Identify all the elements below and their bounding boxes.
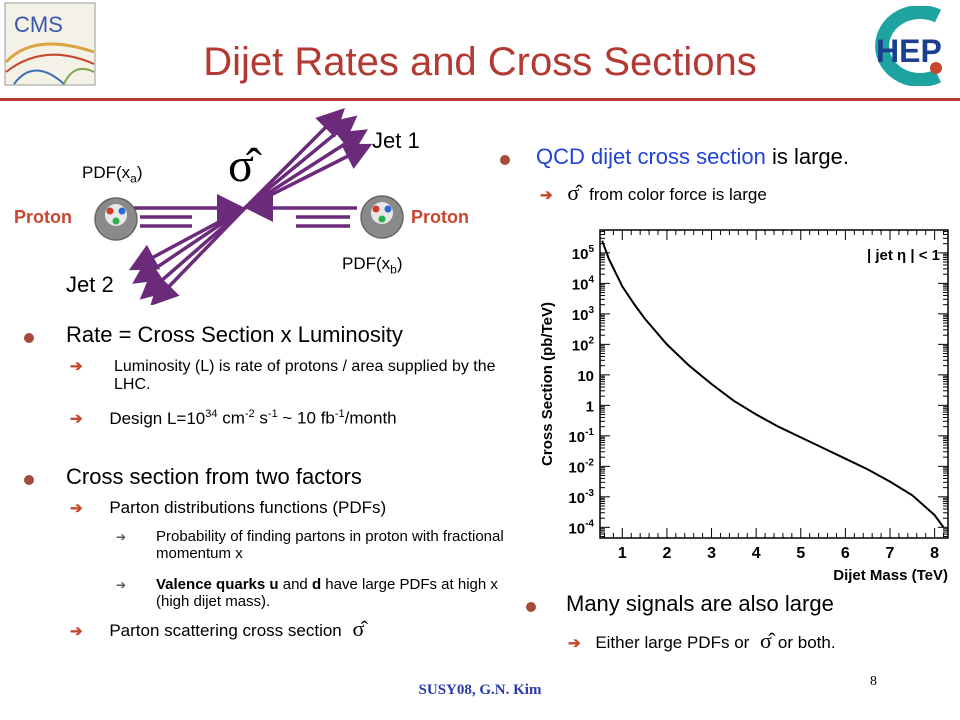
x-tick-label: 2 [662,545,671,562]
jet2-line-d [150,206,247,307]
arrow-icon: ➔ [70,500,83,517]
jet2-label: Jet 2 [66,272,114,297]
arrow-icon: ➔ [540,187,553,204]
jet1-line-b [244,129,368,210]
x-tick-label: 3 [707,545,716,562]
left-bullet-2-sub-1-b: ➔ Valence quarks u and d have large PDFs… [116,576,498,610]
left-bullet-2-sub-1-a: ➔ Probability of finding partons in prot… [116,528,504,562]
bullet-dot-icon [24,474,34,485]
small-arrow-icon: ➔ [116,530,127,544]
right-bullet-1: QCD dijet cross section is large. [500,144,955,170]
y-tick-label: 1 [586,398,594,415]
cms-logo: CMS [4,2,96,86]
hep-logo-text: HEP [876,33,942,69]
bullet-dot-icon [526,601,536,612]
x-tick-label: 5 [796,545,805,562]
left-bullet-1-sub-2: ➔ Design L=1034 cm-2 s-1 ~ 10 fb-1/month [70,408,397,428]
left-bullet-1-sub-1: ➔ Luminosity (L) is rate of protons / ar… [70,358,496,393]
cross-section-curve [601,240,945,528]
arrow-icon: ➔ [70,623,83,640]
x-tick-label: 1 [618,545,627,562]
y-tick-label: 10 [577,368,594,385]
right-bullet-2-sub: ➔ Either large PDFs or σ̂ or both. [568,628,836,653]
small-arrow-icon: ➔ [116,578,127,592]
left-bullet-2-sub-2: ➔ Parton scattering cross section σ̂ [70,616,365,641]
jet1-label: Jet 1 [372,128,420,153]
diagram-sigma-hat: σ̂ [228,139,254,192]
pdf-a-label: PDF(xa) [82,163,143,186]
x-tick-label: 4 [752,545,761,562]
slide-title: Dijet Rates and Cross Sections [203,40,757,84]
page-number: 8 [870,674,877,689]
x-tick-label: 8 [930,545,939,562]
bullet-dot-icon [500,154,510,165]
y-tick-label: 102 [572,335,595,354]
left-bullet-2-sub-1: ➔ Parton distributions functions (PDFs) [70,498,387,517]
y-tick-label: 10-3 [568,488,594,507]
pdf-b-label: PDF(xb) [342,254,403,277]
arrow-icon: ➔ [568,635,581,652]
jet1-line-d [243,108,345,210]
proton-right-icon [360,195,404,239]
y-axis-label: Cross Section (pb/TeV) [539,302,556,466]
left-bullet-2: Cross section from two factors [24,464,504,490]
qcd-dijet-phrase: QCD dijet cross section [536,144,766,169]
right-bullet-1-sub: ➔ σ̂ from color force is large [540,180,767,205]
x-axis-label: Dijet Mass (TeV) [833,567,948,584]
arrow-icon: ➔ [70,410,83,428]
arrow-icon: ➔ [70,358,83,375]
bullet-dot-icon [24,332,34,343]
y-tick-label: 10-1 [568,427,594,446]
y-tick-label: 10-2 [568,457,594,476]
dijet-diagram [0,105,500,307]
y-tick-label: 105 [572,244,595,263]
x-tick-label: 6 [841,545,850,562]
proton-left-label: Proton [14,207,72,227]
proton-left-icon [94,197,138,241]
hep-logo: HEP [858,5,954,87]
left-bullet-1: Rate = Cross Section x Luminosity [24,322,504,348]
proton-right-label: Proton [411,207,469,227]
title-rule [0,98,960,101]
x-tick-label: 7 [886,545,895,562]
cms-logo-text: CMS [14,12,63,37]
plot-frame [599,229,949,539]
chart-annotation: | jet η | < 1 [867,247,940,264]
jet2-line-b [132,206,246,284]
footer-author: SUSY08, G.N. Kim [418,682,542,698]
cross-section-chart: 105 104 103 102 10 1 10-1 10-2 10-3 10-4 1 2 3 4 5 6 7 8 D… [536,222,956,588]
y-tick-label: 104 [572,274,595,293]
right-bullet-2: Many signals are also large [526,591,956,617]
y-tick-label: 103 [572,305,595,324]
y-tick-label: 10-4 [568,518,594,537]
